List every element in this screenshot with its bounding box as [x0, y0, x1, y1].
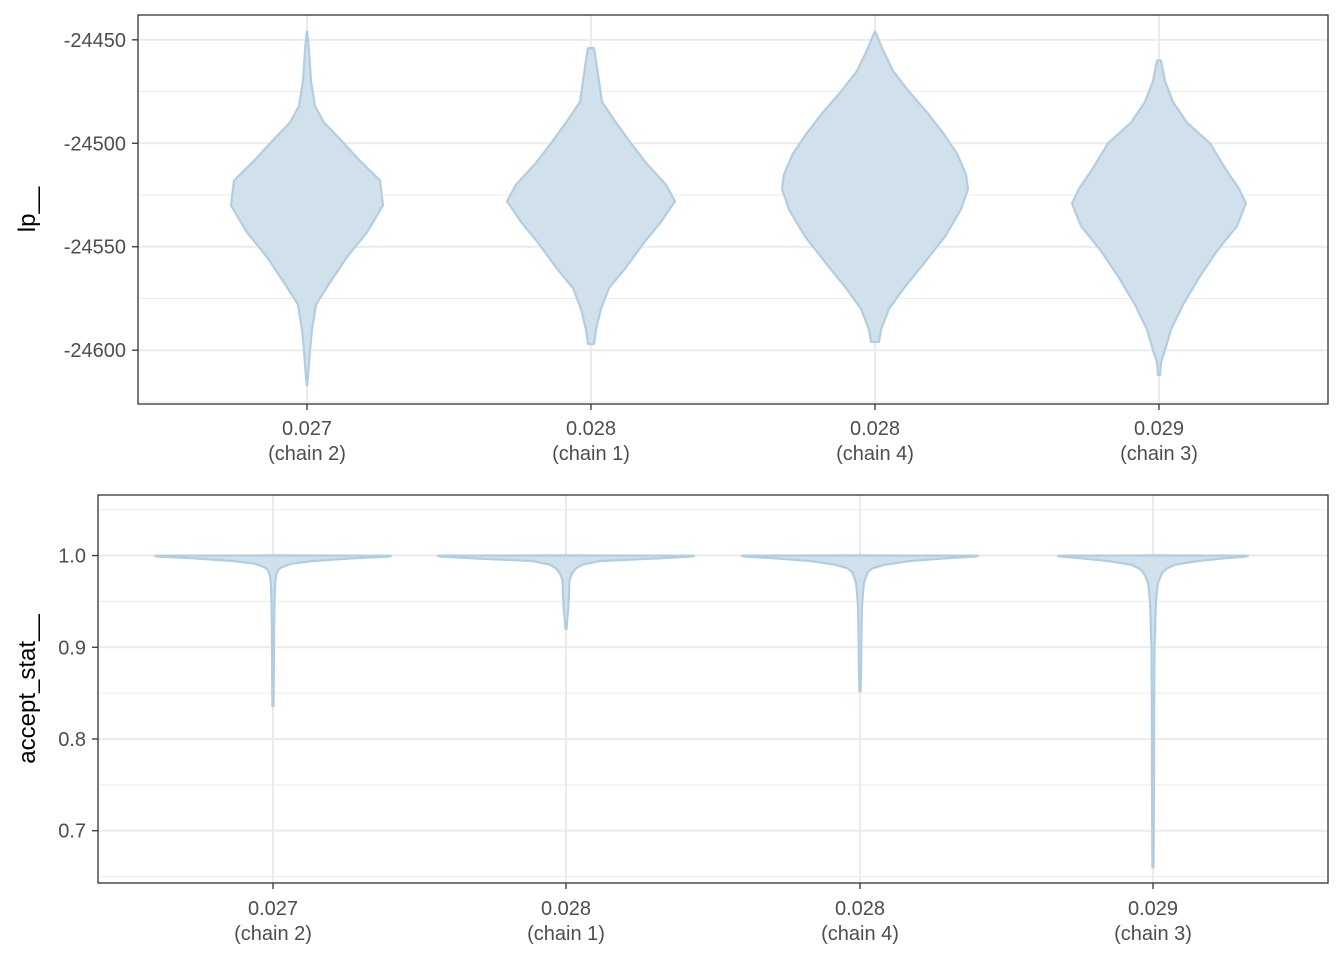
x-tick-label-chain: (chain 4): [836, 443, 914, 465]
x-tick-label-value: 0.028: [835, 898, 885, 920]
x-tick-label-chain: (chain 4): [821, 923, 899, 945]
violin-2: [505, 47, 677, 346]
x-tick-label-chain: (chain 3): [1114, 923, 1192, 945]
x-tick-label-chain: (chain 2): [268, 443, 346, 465]
x-tick-label-chain: (chain 1): [527, 923, 605, 945]
x-tick-label-chain: (chain 2): [234, 923, 312, 945]
x-tick-label-value: 0.028: [566, 418, 616, 440]
y-axis-title: accept_stat__: [14, 614, 41, 764]
x-tick-label-chain: (chain 1): [552, 443, 630, 465]
panel-accept-stat: 1.0 0.9 0.8 0.7 0.027 (chain 2) 0.028 (chain 1)…: [14, 494, 1329, 945]
violin-3: [780, 30, 970, 343]
x-tick-label-value: 0.028: [541, 898, 591, 920]
x-tick-label-value: 0.027: [248, 898, 298, 920]
y-tick-label: 1.0: [58, 546, 86, 568]
x-tick-label-value: 0.029: [1128, 898, 1178, 920]
y-tick-label: -24550: [64, 237, 126, 259]
x-tick-label-value: 0.029: [1134, 418, 1184, 440]
x-tick-label-value: 0.028: [850, 418, 900, 440]
y-tick-label: -24600: [64, 340, 126, 362]
y-tick-label: 0.7: [58, 821, 86, 843]
panel-lp: -24450 -24500 -24550 -24600 0.027 (chain 2) 0.…: [14, 14, 1329, 465]
violin-2: [436, 554, 696, 630]
panel-border: [137, 14, 1329, 405]
y-axis-title: lp__: [14, 186, 41, 232]
y-tick-label: -24500: [64, 133, 126, 155]
violin-1: [153, 554, 393, 708]
violin-1: [229, 30, 385, 387]
y-tick-label: 0.8: [58, 729, 86, 751]
violin-3: [740, 554, 980, 693]
violin-4: [1070, 59, 1248, 377]
x-tick-label-value: 0.027: [282, 418, 332, 440]
panel-border: [97, 494, 1329, 884]
violin-4: [1056, 554, 1250, 869]
y-tick-label: 0.9: [58, 637, 86, 659]
x-tick-label-chain: (chain 3): [1120, 443, 1198, 465]
y-tick-label: -24450: [64, 30, 126, 52]
